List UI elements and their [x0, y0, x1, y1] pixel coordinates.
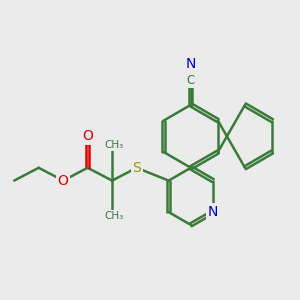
Text: N: N — [208, 205, 218, 219]
Text: S: S — [132, 161, 141, 175]
Text: C: C — [187, 74, 195, 87]
Text: CH₃: CH₃ — [104, 140, 123, 150]
Text: CH₃: CH₃ — [104, 212, 123, 221]
Text: N: N — [186, 57, 196, 71]
Text: O: O — [82, 129, 93, 143]
Text: O: O — [58, 174, 69, 188]
